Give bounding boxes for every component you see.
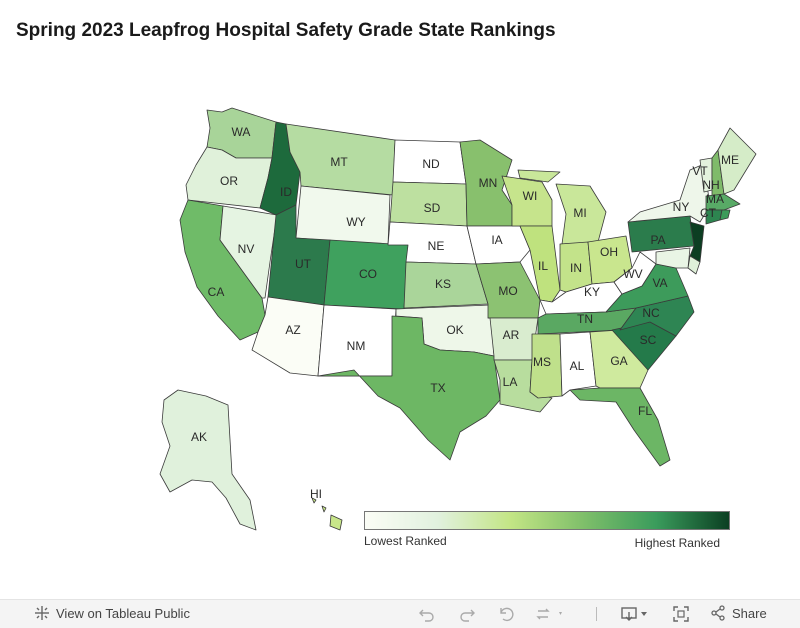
- download-icon: [621, 607, 647, 621]
- view-on-tableau-public-label: View on Tableau Public: [56, 605, 190, 621]
- state-ND[interactable]: [392, 139, 467, 185]
- state-CO[interactable]: [323, 239, 409, 310]
- state-TX[interactable]: [317, 315, 501, 461]
- share-button[interactable]: Share: [710, 605, 767, 621]
- page-title: Spring 2023 Leapfrog Hospital Safety Gra…: [16, 20, 556, 41]
- state-AL[interactable]: [559, 331, 597, 397]
- undo-button[interactable]: [418, 605, 436, 623]
- state-MT[interactable]: [285, 123, 396, 196]
- state-NM[interactable]: [317, 304, 397, 377]
- state-IN[interactable]: [559, 241, 593, 293]
- tableau-toolbar: View on Tableau Public Share: [0, 599, 800, 628]
- refresh-icon: [536, 608, 562, 620]
- state-SD[interactable]: [389, 181, 468, 227]
- redo-icon: [460, 609, 475, 622]
- redo-button[interactable]: [458, 605, 476, 623]
- state-IA[interactable]: [466, 225, 531, 265]
- undo-icon: [419, 609, 434, 622]
- state-RI[interactable]: [719, 209, 731, 221]
- state-MS[interactable]: [529, 333, 563, 399]
- state-FL[interactable]: [569, 387, 671, 467]
- state-MA[interactable]: [705, 193, 741, 211]
- view-on-tableau-public-link[interactable]: View on Tableau Public: [34, 605, 190, 621]
- state-NY[interactable]: [627, 163, 711, 223]
- state-ME[interactable]: [717, 127, 757, 195]
- download-button[interactable]: [620, 605, 652, 623]
- fullscreen-button[interactable]: [672, 605, 690, 623]
- state-MD[interactable]: [655, 247, 691, 269]
- us-choropleth-map: WA OR CA NV ID MT WY UT AZ CO NM ND SD N…: [159, 107, 757, 531]
- state-CT[interactable]: [705, 209, 723, 225]
- state-HI[interactable]: [311, 497, 343, 531]
- state-label: HI: [310, 487, 322, 501]
- legend-color-scale: [364, 511, 730, 530]
- refresh-button[interactable]: [535, 605, 565, 623]
- fullscreen-icon: [673, 606, 689, 622]
- state-WY[interactable]: [295, 185, 391, 246]
- revert-button[interactable]: [498, 605, 516, 623]
- legend-low-label: Lowest Ranked: [364, 534, 447, 548]
- legend-high-label: Highest Ranked: [634, 536, 720, 550]
- toolbar-divider: [596, 607, 597, 621]
- share-icon: [711, 605, 725, 621]
- tableau-logo-icon: [34, 605, 50, 621]
- state-AR[interactable]: [487, 317, 539, 361]
- share-label: Share: [732, 605, 767, 621]
- revert-icon: [500, 607, 514, 622]
- state-AK[interactable]: [159, 389, 257, 531]
- state-KS[interactable]: [403, 261, 489, 309]
